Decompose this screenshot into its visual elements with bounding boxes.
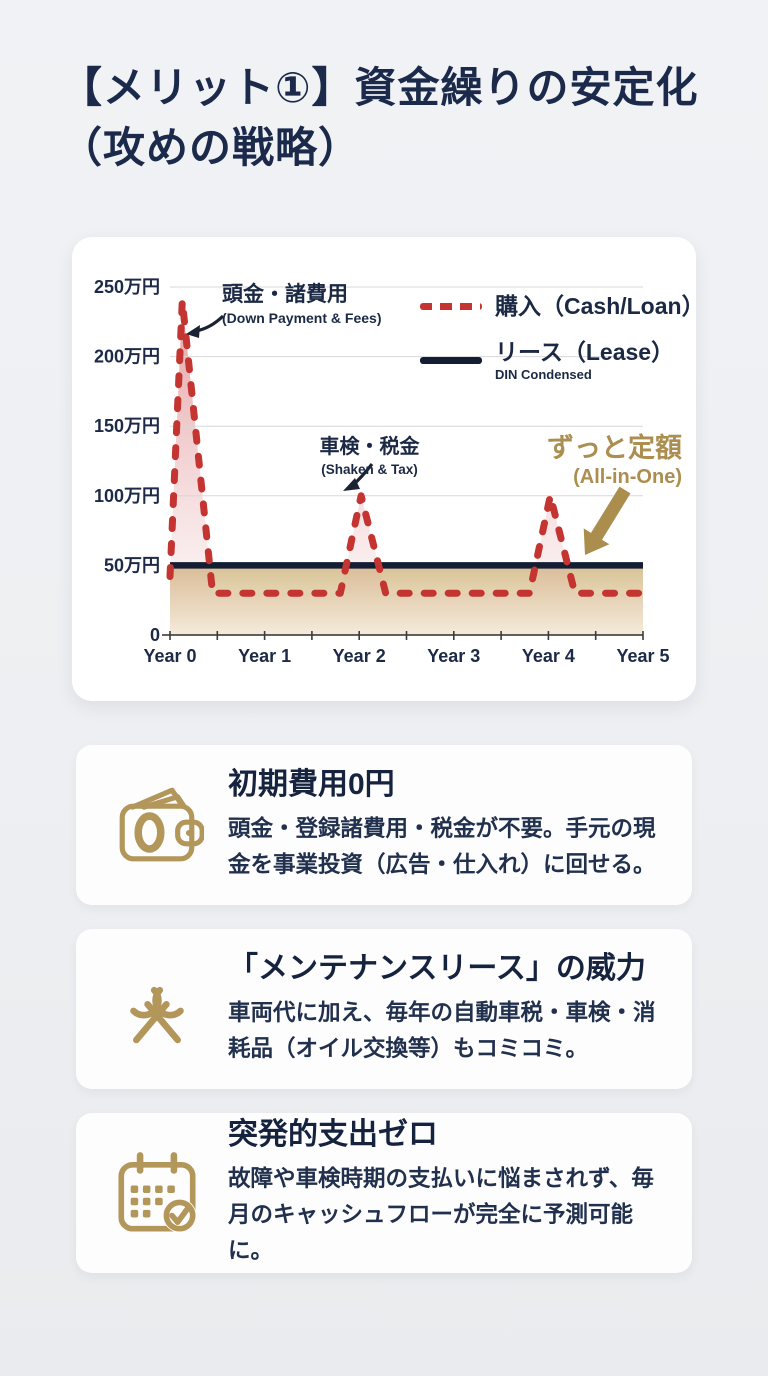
annotation-shaken-tax-en: (Shaken & Tax)	[321, 462, 418, 477]
lease-solid-swatch	[420, 357, 482, 364]
cost-comparison-chart-card: 0 50万円 100万円 150万円 200万円 250万円 Year 0 Year 1 Yea…	[72, 237, 705, 701]
chart-legend: 購入（Cash/Loan） リース（Lease） DIN Condensed	[420, 293, 705, 382]
page-title: 【メリット①】資金繰りの安定化 （攻めの戦略）	[60, 58, 699, 178]
annotation-shaken-tax-jp: 車検・税金	[319, 436, 420, 458]
benefit-title: 突発的支出ゼロ	[228, 1117, 438, 1151]
svg-text:150万円: 150万円	[94, 416, 160, 436]
annotation-flat-rate-jp: ずっと定額	[547, 433, 682, 463]
benefit-card-maintenance-lease: 「メンテナンスリース」の威力 車両代に加え、毎年の自動車税・車検・消耗品（オイル…	[76, 929, 692, 1089]
svg-text:Year 5: Year 5	[616, 646, 669, 666]
benefit-icon-column	[76, 1146, 216, 1240]
benefit-body: 車両代に加え、毎年の自動車税・車検・消耗品（オイル交換等）もコミコミ。	[228, 999, 656, 1061]
wallet-zero-icon	[119, 787, 204, 862]
legend-label-purchase: 購入（Cash/Loan）	[495, 293, 705, 319]
benefit-title: 「メンテナンスリース」の威力	[228, 951, 646, 985]
legend-item-purchase: 購入（Cash/Loan）	[420, 293, 705, 319]
svg-text:0: 0	[150, 625, 160, 645]
annotation-down-payment-en: (Down Payment & Fees)	[222, 310, 382, 326]
svg-text:Year 0: Year 0	[143, 646, 196, 666]
benefit-icon-column	[76, 778, 216, 872]
benefit-icon-column	[76, 962, 216, 1056]
purchase-dashed-swatch	[420, 302, 482, 310]
page-title-line2: （攻めの戦略）	[60, 124, 362, 171]
cost-comparison-line-chart: 0 50万円 100万円 150万円 200万円 250万円 Year 0 Year 1 Yea…	[94, 277, 670, 666]
legend-sublabel-lease: DIN Condensed	[495, 367, 592, 382]
legend-item-lease: リース（Lease） DIN Condensed	[420, 339, 696, 382]
annotation-down-payment-jp: 頭金・諸費用	[222, 283, 348, 306]
annotation-flat-rate-en: (All-in-One)	[573, 466, 682, 488]
svg-text:200万円: 200万円	[94, 347, 160, 367]
benefit-text-block: 「メンテナンスリース」の威力 車両代に加え、毎年の自動車税・車検・消耗品（オイル…	[216, 952, 668, 1067]
svg-text:Year 3: Year 3	[427, 646, 480, 666]
legend-label-lease: リース（Lease）	[495, 339, 675, 365]
crossed-wrenches-icon	[130, 986, 184, 1044]
svg-text:100万円: 100万円	[94, 486, 160, 506]
calendar-check-icon	[118, 1152, 197, 1233]
svg-text:Year 2: Year 2	[333, 646, 386, 666]
svg-text:Year 4: Year 4	[522, 646, 575, 666]
benefit-card-no-surprise-costs: 突発的支出ゼロ 故障や車検時期の支払いに悩まされず、毎月のキャッシュフローが完全…	[76, 1113, 692, 1273]
page-title-line1: 【メリット①】資金繰りの安定化	[60, 64, 699, 111]
benefit-title: 初期費用0円	[228, 767, 395, 801]
annotation-down-payment: 頭金・諸費用 (Down Payment & Fees)	[222, 283, 381, 326]
benefit-body: 頭金・登録諸費用・税金が不要。手元の現金を事業投資（広告・仕入れ）に回せる。	[228, 815, 656, 877]
svg-text:Year 1: Year 1	[238, 646, 291, 666]
svg-text:250万円: 250万円	[94, 277, 160, 297]
annotation-shaken-tax: 車検・税金 (Shaken & Tax)	[297, 435, 442, 478]
benefit-text-block: 突発的支出ゼロ 故障や車検時期の支払いに悩まされず、毎月のキャッシュフローが完全…	[216, 1118, 668, 1269]
benefit-body: 故障や車検時期の支払いに悩まされず、毎月のキャッシュフローが完全に予測可能に。	[228, 1165, 654, 1263]
benefit-text-block: 初期費用0円 頭金・登録諸費用・税金が不要。手元の現金を事業投資（広告・仕入れ）…	[216, 768, 668, 883]
benefit-card-zero-initial-cost: 初期費用0円 頭金・登録諸費用・税金が不要。手元の現金を事業投資（広告・仕入れ）…	[76, 745, 692, 905]
annotation-flat-rate: ずっと定額 (All-in-One)	[547, 433, 682, 489]
svg-text:50万円: 50万円	[104, 555, 160, 575]
